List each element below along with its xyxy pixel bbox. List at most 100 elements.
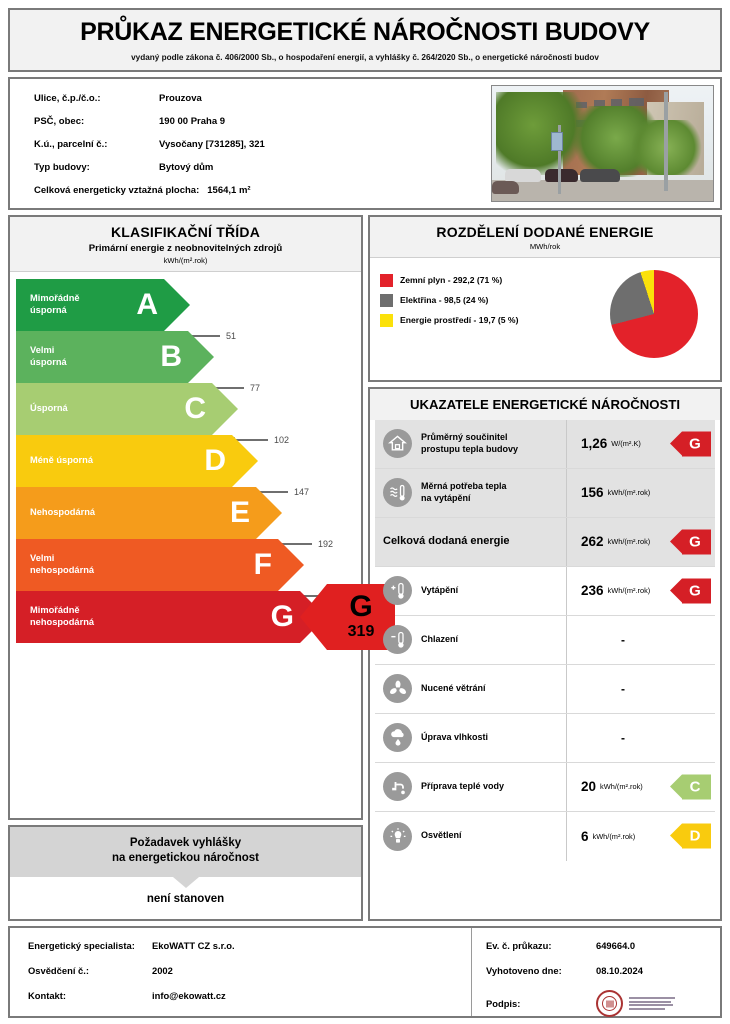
indicator-row: Průměrný součinitel prostupu tepla budov… bbox=[375, 419, 715, 469]
indicator-class-badge: G bbox=[670, 431, 711, 456]
indicator-name: Vytápění bbox=[421, 584, 459, 595]
class-bar-b: Velmi úsporná B bbox=[16, 330, 214, 383]
classification-title: KLASIFIKAČNÍ TŘÍDA bbox=[110, 223, 261, 240]
indicator-value: 6 bbox=[581, 828, 589, 844]
indicator-row: Měrná potřeba tepla na vytápění 156 kWh/(m… bbox=[375, 468, 715, 518]
indicator-unit: kWh/(m².rok) bbox=[607, 537, 651, 546]
thermometer-plus-icon bbox=[383, 576, 412, 605]
info-row-street: Ulice, č.p./č.o.: Prouzova bbox=[34, 93, 491, 104]
footer-registration-block: Ev. č. průkazu: 649664.0 Vyhotoveno dne:… bbox=[472, 928, 720, 1017]
indicator-value-cell: 1,26 W/(m².K) G bbox=[567, 420, 715, 468]
class-letter: D bbox=[204, 443, 226, 477]
indicator-value: 236 bbox=[581, 583, 604, 598]
indicator-class-badge: G bbox=[670, 529, 711, 554]
footer-value: 649664.0 bbox=[596, 940, 636, 951]
indicator-value-cell: 20 kWh/(m².rok) C bbox=[567, 763, 715, 811]
stamp-icon bbox=[596, 990, 623, 1017]
indicator-value: - bbox=[621, 632, 625, 647]
class-row-b: Velmi úsporná B 77 bbox=[16, 330, 355, 393]
indicator-name: Chlazení bbox=[421, 633, 459, 644]
faucet-icon bbox=[383, 772, 412, 801]
info-label: PSČ, obec: bbox=[34, 115, 85, 127]
indicators-title: UKAZATELE ENERGETICKÉ NÁROČNOSTI bbox=[370, 388, 720, 420]
indicator-name: Celková dodaná energie bbox=[383, 535, 510, 548]
class-row-a: Mimořádně úsporná A 51 bbox=[16, 278, 355, 341]
class-row-f: Velmi nehospodárnáF237 bbox=[16, 538, 355, 601]
energy-distribution-panel: ROZDĚLENÍ DODANÉ ENERGIE MWh/rok Zemní p… bbox=[368, 214, 722, 382]
right-column: ROZDĚLENÍ DODANÉ ENERGIE MWh/rok Zemní p… bbox=[368, 214, 722, 921]
boundary-value: 192 bbox=[318, 539, 334, 549]
indicator-class-badge: G bbox=[670, 578, 711, 603]
class-label: Nehospodárná bbox=[30, 506, 96, 517]
info-label: Celková energeticky vztažná plocha: bbox=[34, 184, 200, 196]
footer-value[interactable]: info@ekowatt.cz bbox=[152, 990, 226, 1001]
footer-row-contact: Kontakt: info@ekowatt.cz bbox=[28, 990, 471, 1001]
legend-label: Zemní plyn - 292,2 (71 %) bbox=[400, 275, 503, 285]
indicator-row: Úprava vlhkosti - bbox=[375, 713, 715, 763]
indicator-label-cell: Nucené větrání bbox=[375, 664, 567, 713]
class-label: Velmi nehospodárná bbox=[30, 552, 95, 575]
requirement-value: není stanoven bbox=[146, 893, 225, 905]
indicator-row: Nucené větrání - bbox=[375, 664, 715, 714]
indicator-class-letter: G bbox=[689, 533, 701, 550]
classification-panel: KLASIFIKAČNÍ TŘÍDA Primární energie z ne… bbox=[8, 214, 395, 820]
classification-header: KLASIFIKAČNÍ TŘÍDA Primární energie z ne… bbox=[10, 216, 361, 272]
indicator-row: Osvětlení 6 kWh/(m².rok) D bbox=[375, 811, 715, 861]
class-label: Velmi úsporná bbox=[30, 344, 67, 367]
indicator-value-cell: 6 kWh/(m².rok) D bbox=[567, 812, 715, 861]
boundary-value: 102 bbox=[274, 435, 290, 445]
class-bar-a: Mimořádně úsporná A bbox=[16, 278, 190, 331]
energy-distribution-title: ROZDĚLENÍ DODANÉ ENERGIE bbox=[436, 223, 654, 240]
indicator-label-cell: Vytápění bbox=[375, 566, 567, 615]
indicator-label-cell: Průměrný součinitel prostupu tepla budov… bbox=[375, 419, 567, 468]
class-bar-g: Mimořádně nehospodárná G bbox=[16, 590, 326, 643]
indicator-unit: kWh/(m².rok) bbox=[607, 488, 651, 497]
pie-legend: Zemní plyn - 292,2 (71 %) Elektřina - 98,… bbox=[380, 268, 610, 334]
boundary-value: 51 bbox=[226, 331, 237, 341]
indicator-value: 1,26 bbox=[581, 436, 608, 451]
indicator-value-cell: 156 kWh/(m².rok) bbox=[567, 469, 715, 517]
footer-value: 08.10.2024 bbox=[596, 965, 643, 976]
class-row-e: Nehospodárná E 192 bbox=[16, 486, 355, 549]
class-label: Méně úsporná bbox=[30, 454, 94, 465]
indicator-row: Vytápění 236 kWh/(m².rok) G bbox=[375, 566, 715, 616]
footer-value: 2002 bbox=[152, 965, 173, 976]
indicator-value: 20 bbox=[581, 779, 597, 794]
document-subtitle: vydaný podle zákona č. 406/2000 Sb., o h… bbox=[131, 52, 599, 62]
indicator-name: Úprava vlhkosti bbox=[421, 731, 489, 742]
footer-row-specialist: Energetický specialista: EkoWATT CZ s.r.… bbox=[28, 940, 471, 951]
requirement-box: Požadavek vyhlášky na energetickou nároč… bbox=[8, 824, 363, 921]
class-bar-d: Méně úsporná D bbox=[16, 434, 258, 487]
info-value: 1564,1 m² bbox=[207, 184, 251, 196]
humidity-icon bbox=[383, 723, 412, 752]
document-footer: Energetický specialista: EkoWATT CZ s.r.… bbox=[8, 926, 722, 1018]
class-row-g: Mimořádně nehospodárná G G 319 bbox=[16, 583, 395, 650]
document-header: PRŮKAZ ENERGETICKÉ NÁROČNOSTI BUDOVY vyd… bbox=[8, 8, 722, 72]
result-class-value: 319 bbox=[347, 622, 375, 640]
classification-subtitle: Primární energie z neobnovitelných zdroj… bbox=[88, 242, 283, 254]
legend-swatch bbox=[380, 313, 393, 327]
info-row-area: Celková energeticky vztažná plocha: 1564… bbox=[34, 185, 491, 196]
footer-label: Podpis: bbox=[486, 998, 521, 1009]
footer-label: Osvědčení č.: bbox=[28, 965, 89, 976]
indicator-name: Měrná potřeba tepla na vytápění bbox=[421, 480, 507, 503]
footer-row-certificate-no: Osvědčení č.: 2002 bbox=[28, 965, 471, 976]
indicator-name: Příprava teplé vody bbox=[421, 780, 505, 791]
info-label: K.ú., parcelní č.: bbox=[34, 138, 108, 150]
legend-swatch bbox=[380, 273, 393, 287]
indicator-value: - bbox=[621, 730, 625, 745]
indicator-label-cell: Měrná potřeba tepla na vytápění bbox=[375, 468, 567, 517]
legend-item: Zemní plyn - 292,2 (71 %) bbox=[380, 273, 610, 287]
indicator-value-cell: 236 kWh/(m².rok) G bbox=[567, 567, 715, 615]
indicator-value: - bbox=[621, 681, 625, 696]
classification-scale: Mimořádně úsporná A 51 Velmi úsporná B 77 Úspo… bbox=[10, 272, 395, 650]
info-row-zip: PSČ, obec: 190 00 Praha 9 bbox=[34, 116, 491, 127]
class-label: Úsporná bbox=[30, 402, 68, 413]
legend-label: Energie prostředí - 19,7 (5 %) bbox=[400, 315, 519, 325]
energy-distribution-body: Zemní plyn - 292,2 (71 %) Elektřina - 98,… bbox=[370, 258, 720, 380]
indicator-unit: kWh/(m².rok) bbox=[607, 586, 651, 595]
info-row-cadastre: K.ú., parcelní č.: Vysočany [731285], 32… bbox=[34, 139, 491, 150]
info-value: 190 00 Praha 9 bbox=[159, 115, 226, 127]
thermometer-minus-icon bbox=[383, 625, 412, 654]
